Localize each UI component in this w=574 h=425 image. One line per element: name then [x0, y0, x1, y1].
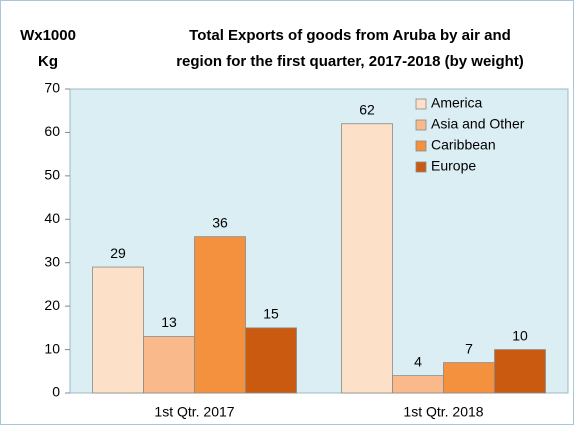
y-axis-label: Wx1000 — [20, 27, 76, 44]
legend-label: Asia and Other — [431, 116, 525, 132]
y-axis-label: Kg — [38, 53, 58, 70]
y-tick-label: 50 — [44, 167, 60, 183]
data-label: 7 — [465, 340, 473, 356]
data-label: 62 — [359, 101, 375, 117]
legend-swatch — [415, 119, 427, 131]
bar — [92, 266, 144, 394]
bar — [392, 375, 444, 394]
legend-swatch — [415, 140, 427, 152]
legend-swatch — [415, 98, 427, 110]
y-tick-label: 70 — [44, 80, 60, 96]
bar — [194, 236, 246, 394]
y-tick-label: 10 — [44, 340, 60, 356]
bar — [443, 362, 495, 394]
data-label: 29 — [110, 245, 126, 261]
bar — [245, 327, 297, 394]
y-tick-label: 60 — [44, 123, 60, 139]
x-tick-label: 1st Qtr. 2018 — [403, 404, 483, 420]
data-label: 15 — [263, 306, 279, 322]
legend-label: Caribbean — [431, 137, 496, 153]
y-tick-label: 0 — [52, 384, 60, 400]
data-label: 36 — [212, 214, 228, 230]
legend-label: Europe — [431, 158, 476, 174]
y-tick-label: 40 — [44, 210, 60, 226]
bar — [143, 336, 195, 394]
y-tick-label: 30 — [44, 253, 60, 269]
chart-title: Total Exports of goods from Aruba by air… — [189, 27, 511, 44]
chart-title: region for the first quarter, 2017-2018 … — [176, 53, 524, 70]
data-label: 4 — [414, 353, 422, 369]
legend-label: America — [431, 95, 483, 111]
bar — [494, 349, 546, 394]
legend-swatch — [415, 161, 427, 173]
x-tick-label: 1st Qtr. 2017 — [154, 404, 234, 420]
data-label: 10 — [512, 327, 528, 343]
y-tick-label: 20 — [44, 297, 60, 313]
bar — [341, 123, 393, 394]
data-label: 13 — [161, 314, 177, 330]
